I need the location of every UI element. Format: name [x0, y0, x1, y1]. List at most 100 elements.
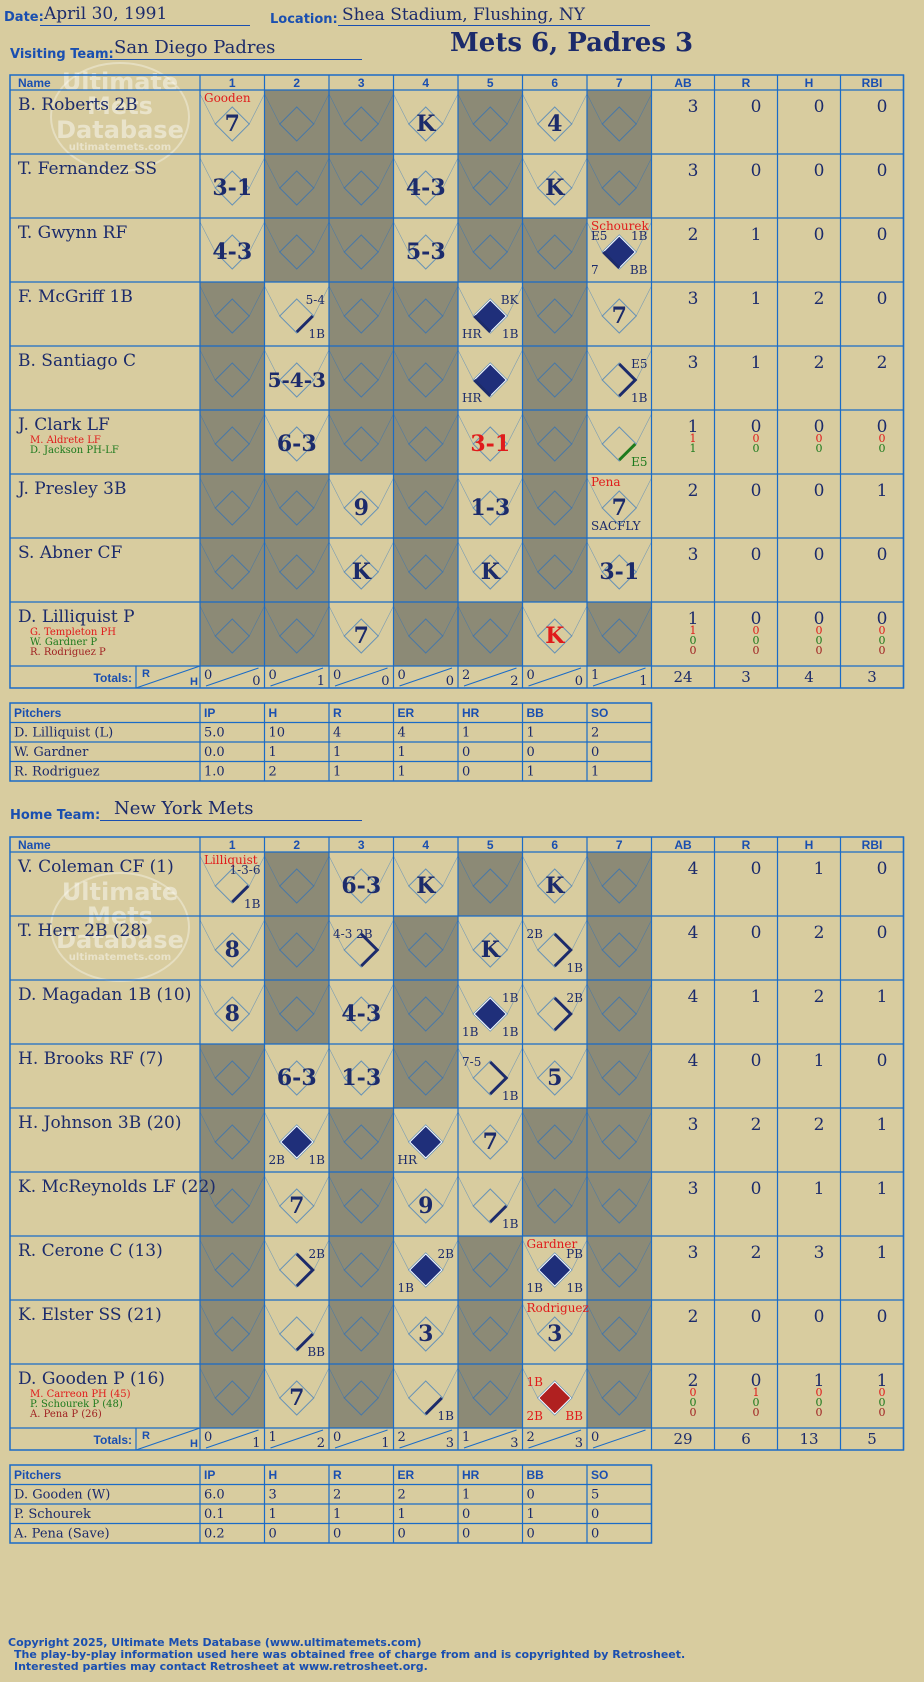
- home-play-note: 1B: [567, 1281, 584, 1295]
- visitors-base-diamond: [343, 490, 379, 526]
- home-inning-hits: 3: [575, 1436, 583, 1451]
- home-diamond-guide: [442, 1239, 459, 1271]
- home-play-note: 2B: [527, 927, 544, 941]
- visitors-diamond-guide: [635, 477, 652, 509]
- visitors-diamond-guide: [457, 221, 474, 253]
- visitors-pitching-header: H: [269, 706, 278, 720]
- home-diamond-guide: [393, 1175, 410, 1207]
- home-shaded-cell: [329, 1172, 394, 1236]
- visitors-pitching-header: IP: [204, 706, 215, 720]
- visitors-diamond-guide: [442, 93, 459, 125]
- visitors-diamond-guide: [199, 285, 216, 317]
- home-shaded-cell: [264, 980, 329, 1044]
- visitors-diamond-guide: [248, 157, 265, 189]
- visitors-player-name: T. Fernandez SS: [18, 159, 157, 179]
- visitors-base-diamond: [472, 554, 508, 590]
- home-shaded-cell: [587, 1300, 652, 1364]
- copyright-line-3: Interested parties may contact Retroshee…: [14, 1660, 428, 1673]
- home-inning-header: 1: [229, 838, 236, 852]
- visitors-inning-total-slash: [528, 667, 582, 687]
- home-pitching-cell: 0: [269, 1527, 277, 1542]
- home-base-diamond: [214, 1124, 250, 1160]
- visitors-inning-runs: 1: [591, 668, 599, 683]
- visitors-shaded-cell: [458, 154, 523, 218]
- home-player-name: K. McReynolds LF (22): [18, 1177, 216, 1197]
- visitors-pitching-cell: 1: [269, 745, 277, 760]
- home-shaded-cell: [200, 1364, 265, 1428]
- home-base-diamond: [279, 1124, 315, 1160]
- visitors-base-diamond: [408, 234, 444, 270]
- home-pitching-cell: 1: [462, 1488, 470, 1503]
- visitors-stat-value: 0: [753, 644, 760, 657]
- visitors-stat-value: 0: [814, 417, 825, 437]
- home-diamond-guide: [393, 1303, 410, 1335]
- home-base-diamond: [343, 1124, 379, 1160]
- home-stat-value: 2: [751, 1243, 762, 1263]
- home-base-diamond: [279, 932, 315, 968]
- visitors-totals-label: Totals:: [94, 671, 132, 685]
- home-diamond-guide: [506, 1367, 523, 1399]
- visitors-stat-value: 0: [814, 161, 825, 181]
- home-diamond-guide: [313, 855, 330, 887]
- home-stat-value: 3: [814, 1243, 825, 1263]
- home-pitching-header: ER: [398, 1468, 415, 1482]
- visitors-inning-total-slash: [270, 667, 324, 687]
- home-play-note: 1B: [438, 1409, 455, 1423]
- home-play-note: 1B: [527, 1375, 544, 1389]
- home-diamond-guide: [328, 1175, 345, 1207]
- visitors-base-diamond: [537, 554, 573, 590]
- visitors-pitching-cell: 0: [591, 745, 599, 760]
- home-shaded-cell: [458, 852, 523, 916]
- visitors-stat-value: 0: [879, 442, 886, 455]
- visitors-pitching-cell: 1: [398, 745, 406, 760]
- visitors-base-diamond: [408, 426, 444, 462]
- home-pitching-cell: 0: [462, 1527, 470, 1542]
- visitors-play-note: 5-4: [306, 293, 326, 307]
- home-diamond-guide: [457, 1047, 474, 1079]
- visitors-base-diamond: [214, 618, 250, 654]
- home-diamond-guide: [264, 983, 281, 1015]
- visitors-pitching-cell: 1: [333, 745, 341, 760]
- visitors-inning-header: 4: [422, 76, 429, 90]
- home-play-mark: 3: [547, 1321, 562, 1347]
- visitors-base-diamond: [279, 234, 315, 270]
- visitors-diamond-guide: [457, 157, 474, 189]
- home-inning-hits: 1: [381, 1436, 389, 1451]
- visitors-pitching-cell: 10: [269, 726, 286, 741]
- visitors-play-note: Pena: [591, 475, 621, 489]
- home-inning-total-slash: [592, 1429, 646, 1449]
- visitors-diamond-guide: [571, 605, 588, 637]
- home-diamond-guide: [328, 919, 345, 951]
- visitors-diamond-guide: [506, 541, 523, 573]
- home-base-path: [553, 932, 573, 968]
- home-diamond-guide: [506, 1239, 523, 1271]
- home-diamond-guide: [586, 1111, 603, 1143]
- home-diamond-guide: [393, 983, 410, 1015]
- visitors-base-diamond: [343, 362, 379, 398]
- home-stat-value: 0: [751, 1307, 762, 1327]
- home-base-diamond: [214, 932, 250, 968]
- home-base-diamond: [343, 1060, 379, 1096]
- visitors-shaded-cell: [522, 474, 587, 538]
- home-base-diamond: [537, 868, 573, 904]
- visitors-diamond-guide: [393, 285, 410, 317]
- home-base-diamond: [537, 1060, 573, 1096]
- visitors-inning-hits: 0: [381, 674, 389, 689]
- visitors-diamond-guide: [522, 477, 539, 509]
- home-shaded-cell: [200, 1108, 265, 1172]
- visitors-shaded-cell: [329, 346, 394, 410]
- visitors-shaded-cell: [393, 474, 458, 538]
- home-run-diamond: [409, 1125, 443, 1159]
- home-base-path: [295, 1332, 314, 1352]
- home-sub-name: P. Schourek P (48): [30, 1399, 123, 1410]
- visitors-stat-value: 0: [877, 225, 888, 245]
- home-diamond-guide: [199, 1367, 216, 1399]
- visitors-base-diamond: [279, 170, 315, 206]
- home-pitching-header: H: [269, 1468, 278, 1482]
- home-pitching-cell: 5: [591, 1488, 599, 1503]
- home-diamond-guide: [248, 1111, 265, 1143]
- home-stat-value: 0: [877, 923, 888, 943]
- visitors-diamond-guide: [506, 477, 523, 509]
- visitors-total-stat: 3: [741, 668, 751, 686]
- visitors-total-stat: 24: [673, 668, 692, 686]
